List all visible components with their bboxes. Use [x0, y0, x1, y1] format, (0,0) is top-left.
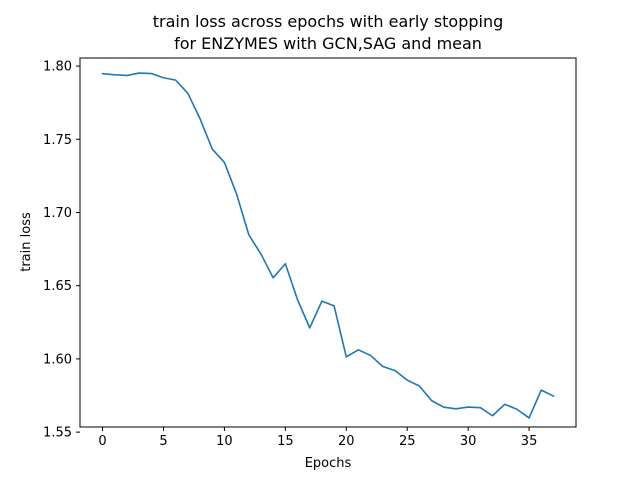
- y-axis-label: train loss: [19, 212, 34, 272]
- y-axis-ticks: 1.55 1.60 1.65 1.70 1.75 1.80: [43, 60, 80, 441]
- x-axis-label: Epochs: [305, 456, 352, 471]
- y-tick-label: 1.65: [43, 279, 72, 294]
- x-tick-label: 5: [159, 434, 167, 449]
- y-tick-label: 1.60: [43, 352, 72, 367]
- plot-area: [80, 58, 576, 427]
- series-line: [101, 72, 555, 419]
- x-tick-label: 35: [521, 434, 538, 449]
- y-tick-label: 1.70: [43, 206, 72, 221]
- y-tick-label: 1.55: [43, 426, 72, 441]
- chart-title-line-1: train loss across epochs with early stop…: [153, 12, 504, 31]
- x-tick-label: 30: [460, 434, 477, 449]
- x-tick-label: 10: [216, 434, 233, 449]
- x-tick-label: 0: [98, 434, 106, 449]
- y-tick-label: 1.80: [43, 60, 72, 75]
- x-tick-label: 15: [277, 434, 294, 449]
- y-tick-label: 1.75: [43, 133, 72, 148]
- series-group: [101, 72, 555, 419]
- plot-frame: [79, 57, 577, 428]
- chart-title-line-2: for ENZYMES with GCN,SAG and mean: [174, 34, 482, 53]
- x-axis-ticks: 0 5 10 15 20 25 30 35: [98, 427, 537, 449]
- x-tick-label: 20: [338, 434, 355, 449]
- x-tick-label: 25: [399, 434, 416, 449]
